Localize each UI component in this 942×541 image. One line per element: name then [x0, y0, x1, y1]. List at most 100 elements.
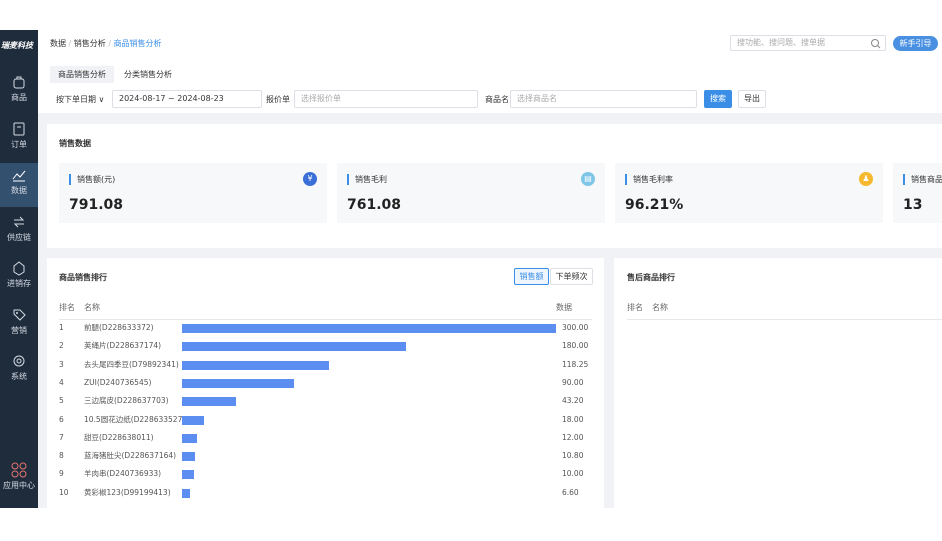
rank: 7: [59, 432, 64, 442]
icon: [13, 309, 26, 321]
label: 订单: [11, 139, 27, 149]
bar: [182, 488, 191, 498]
stat-card: 销售额(元) 791.08 ¥: [59, 163, 327, 223]
stat-value: 96.21%: [625, 197, 684, 213]
stat-icon: ¥: [303, 172, 317, 186]
value-label: 6.60: [562, 487, 579, 497]
quote-input[interactable]: 选择报价单: [294, 90, 478, 108]
bar: [182, 470, 195, 480]
nav-item[interactable]: 供应链: [0, 210, 38, 254]
icon: [13, 76, 25, 89]
value-label: 10.80: [562, 451, 584, 461]
value-label: 300.00: [562, 323, 589, 332]
rank: 2: [59, 341, 64, 351]
toggle[interactable]: 销售额: [514, 268, 549, 285]
tab[interactable]: 分类销售分析: [124, 70, 172, 79]
global-search[interactable]: 搜功能、搜问题、搜单据: [730, 35, 886, 51]
label: 按下单日期: [56, 95, 96, 104]
value: 2024-08-17 ~ 2024-08-23: [119, 94, 224, 103]
product-name: 荚绳片(D228637174): [84, 341, 162, 351]
value-label: 10.00: [562, 469, 584, 479]
product-name: 前腿(D228633372): [84, 323, 154, 332]
nav-item[interactable]: 系统: [0, 349, 38, 393]
product-name: 三边腐皮(D228637703): [84, 396, 169, 406]
crumb[interactable]: 数据: [50, 39, 66, 48]
toggle[interactable]: 下单频次: [550, 268, 593, 285]
label: 数据: [11, 186, 27, 195]
nav-item[interactable]: 商品: [0, 70, 38, 114]
ranking-card: 商品销售排行 销售额 下单频次 排名 名称 数据 1 前腿(D228633372)…: [47, 258, 604, 508]
product-name: 去头尾四季豆(D79892341): [84, 359, 179, 369]
divider: [59, 319, 592, 320]
crumb[interactable]: 销售分析: [73, 39, 106, 48]
date-range[interactable]: 2024-08-17 ~ 2024-08-23: [112, 90, 262, 108]
product-name: ZUI(D240736545): [84, 377, 152, 387]
label: 进销存: [7, 279, 31, 288]
bar: [182, 397, 236, 407]
stat-label: 销售商品总: [903, 174, 942, 185]
label: 商品名: [485, 95, 509, 104]
icon: [11, 462, 27, 478]
bar: [182, 324, 556, 333]
product-input[interactable]: 选择商品名: [510, 90, 697, 108]
col-header: 名称: [84, 303, 100, 312]
stat-label: 销售毛利率: [625, 174, 673, 185]
tab[interactable]: 商品销售分析: [50, 66, 114, 83]
label: 应用中心: [3, 481, 35, 490]
logo: 瑞麦科技: [1, 41, 33, 50]
icon: [13, 216, 25, 227]
icon: [13, 355, 25, 367]
stat-label: 销售额(元): [69, 174, 115, 185]
search-icon: [871, 39, 881, 49]
product-name: 蓝海猪肚尖(D228637164): [84, 451, 177, 461]
guide-button[interactable]: 新手引导: [893, 36, 938, 51]
rank: 3: [59, 359, 64, 369]
divider: [627, 319, 942, 320]
placeholder: 搜功能、搜问题、搜单据: [737, 38, 825, 47]
rank: 6: [59, 414, 64, 424]
search-button[interactable]: 搜索: [704, 90, 732, 108]
label: 营销: [11, 325, 27, 335]
product-name: 10.5圆花边纸(D228633527): [84, 414, 186, 424]
icon: [13, 122, 25, 135]
app-center[interactable]: 应用中心: [0, 458, 38, 502]
sidebar: 瑞麦科技 商品订单数据供应链进销存营销系统 应用中心: [0, 30, 38, 508]
rank: 5: [59, 396, 64, 406]
stat-card: 销售毛利 761.08 ▤: [337, 163, 605, 223]
nav-item[interactable]: 数据: [0, 163, 38, 207]
col-header: 数据: [556, 303, 572, 312]
value-label: 180.00: [562, 341, 589, 351]
after-sales-card: 售后商品排行 排名 名称: [614, 258, 942, 508]
label: 系统: [11, 372, 27, 381]
label: 商品: [11, 93, 27, 102]
placeholder: 选择商品名: [517, 94, 557, 103]
nav-item[interactable]: 订单: [0, 117, 38, 161]
date-type[interactable]: 按下单日期 ∨: [56, 95, 105, 104]
nav-item[interactable]: 营销: [0, 303, 38, 347]
nav-item[interactable]: 进销存: [0, 256, 38, 300]
product-name: 黄彩椒123(D99199413): [84, 487, 171, 497]
bar: [182, 342, 407, 352]
card-title: 售后商品排行: [627, 273, 675, 282]
rank: 8: [59, 451, 64, 461]
stat-value: 761.08: [347, 197, 402, 213]
value-label: 18.00: [562, 414, 584, 424]
col-header: 排名: [59, 303, 75, 312]
col-header: 排名: [627, 303, 643, 312]
card-title: 商品销售排行: [59, 273, 107, 282]
product-name: 甜豆(D228638011): [84, 432, 154, 442]
rank: 4: [59, 377, 64, 387]
label: 报价单: [266, 95, 290, 104]
value-label: 12.00: [562, 432, 584, 442]
stat-card: 销售商品总 13: [893, 163, 942, 223]
value-label: 118.25: [562, 359, 589, 369]
export-button[interactable]: 导出: [738, 90, 766, 108]
stat-icon: ♟: [859, 172, 873, 186]
value-label: 43.20: [562, 396, 584, 406]
bar: [182, 433, 197, 443]
bar: [182, 360, 330, 370]
breadcrumb: 数据 / 销售分析 / 商品销售分析: [50, 39, 162, 48]
crumb: 商品销售分析: [113, 39, 162, 48]
stat-label: 销售毛利: [347, 174, 387, 185]
